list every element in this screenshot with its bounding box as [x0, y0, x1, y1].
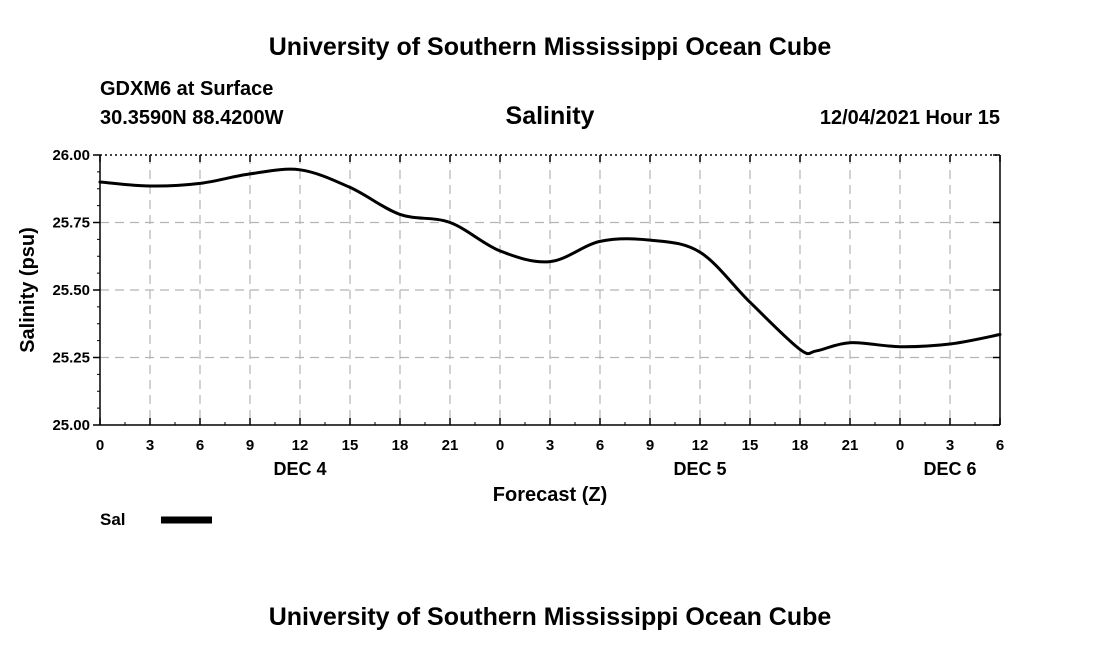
date-label: DEC 4: [273, 459, 326, 479]
x-tick-label: 0: [496, 437, 504, 454]
series-layer: [98, 167, 1002, 356]
x-tick-label: 21: [842, 437, 859, 454]
date-label: DEC 5: [673, 459, 726, 479]
main-title: University of Southern Mississippi Ocean…: [269, 33, 832, 61]
footer-title: University of Southern Mississippi Ocean…: [269, 603, 832, 631]
series-line-sal: [98, 167, 1002, 356]
x-tick-label: 21: [442, 437, 459, 454]
coordinates-label: 30.3590N 88.4200W: [100, 107, 284, 129]
x-tick-label: 3: [946, 437, 954, 454]
axes: [93, 154, 1001, 426]
date-label: DEC 6: [923, 459, 976, 479]
x-tick-label: 15: [742, 437, 759, 454]
x-tick-label: 0: [896, 437, 904, 454]
x-tick-label: 9: [646, 437, 654, 454]
x-axis-label: Forecast (Z): [493, 484, 607, 506]
x-tick-label: 9: [246, 437, 254, 454]
x-tick-label: 12: [692, 437, 709, 454]
x-tick-label: 18: [392, 437, 409, 454]
x-tick-label: 3: [146, 437, 154, 454]
x-tick-label: 6: [996, 437, 1004, 454]
chart-title: Salinity: [506, 102, 595, 130]
x-tick-label: 0: [96, 437, 104, 454]
x-tick-label: 6: [596, 437, 604, 454]
timestamp-label: 12/04/2021 Hour 15: [820, 107, 1000, 129]
y-tick-label: 25.00: [52, 417, 90, 434]
legend: Sal: [100, 510, 212, 529]
x-tick-label: 18: [792, 437, 809, 454]
y-tick-label: 25.25: [52, 350, 90, 367]
x-tick-label: 3: [546, 437, 554, 454]
y-tick-label: 26.00: [52, 147, 90, 164]
y-axis-label: Salinity (psu): [17, 227, 39, 353]
x-tick-label: 6: [196, 437, 204, 454]
x-tick-label: 15: [342, 437, 359, 454]
tick-labels: 0 3 6 9 12 15 18 21 0 3 6 9 12 15 18 21 0 3 6 25.00 25.25 25.…: [52, 147, 1004, 479]
x-tick-label: 12: [292, 437, 309, 454]
station-label: GDXM6 at Surface: [100, 78, 273, 100]
grid: [100, 155, 1000, 425]
legend-label: Sal: [100, 510, 126, 529]
y-tick-label: 25.50: [52, 282, 90, 299]
y-tick-label: 25.75: [52, 215, 90, 232]
